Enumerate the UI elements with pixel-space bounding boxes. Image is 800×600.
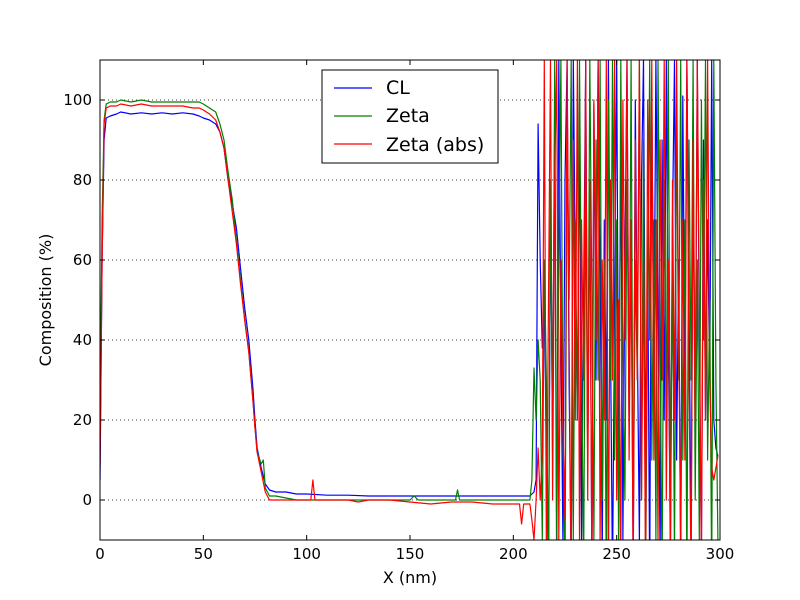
y-tick-label: 100	[63, 91, 92, 109]
axis-ticks: 0 20 40 60 80 100 0 50 100 150 200 250 300	[63, 60, 734, 563]
x-axis-label: X (nm)	[383, 568, 437, 587]
x-tick-label: 50	[194, 545, 213, 563]
y-tick-label: 60	[73, 251, 92, 269]
legend: CL Zeta Zeta (abs)	[321, 69, 499, 164]
x-tick-label: 0	[95, 545, 105, 563]
y-tick-label: 20	[73, 411, 92, 429]
series-layer	[100, 60, 719, 540]
legend-label-cl: CL	[386, 77, 410, 99]
x-tick-label: 250	[602, 545, 631, 563]
legend-label-zeta-abs: Zeta (abs)	[386, 134, 484, 156]
x-tick-label: 150	[396, 545, 425, 563]
series-line-zeta-abs	[100, 60, 719, 540]
x-tick-label: 300	[706, 545, 735, 563]
legend-label-zeta: Zeta	[386, 105, 430, 127]
y-tick-label: 40	[73, 331, 92, 349]
x-tick-label: 200	[499, 545, 528, 563]
y-tick-label: 80	[73, 171, 92, 189]
y-tick-label: 0	[82, 491, 92, 509]
x-tick-label: 100	[292, 545, 321, 563]
y-axis-label: Composition (%)	[36, 234, 55, 367]
